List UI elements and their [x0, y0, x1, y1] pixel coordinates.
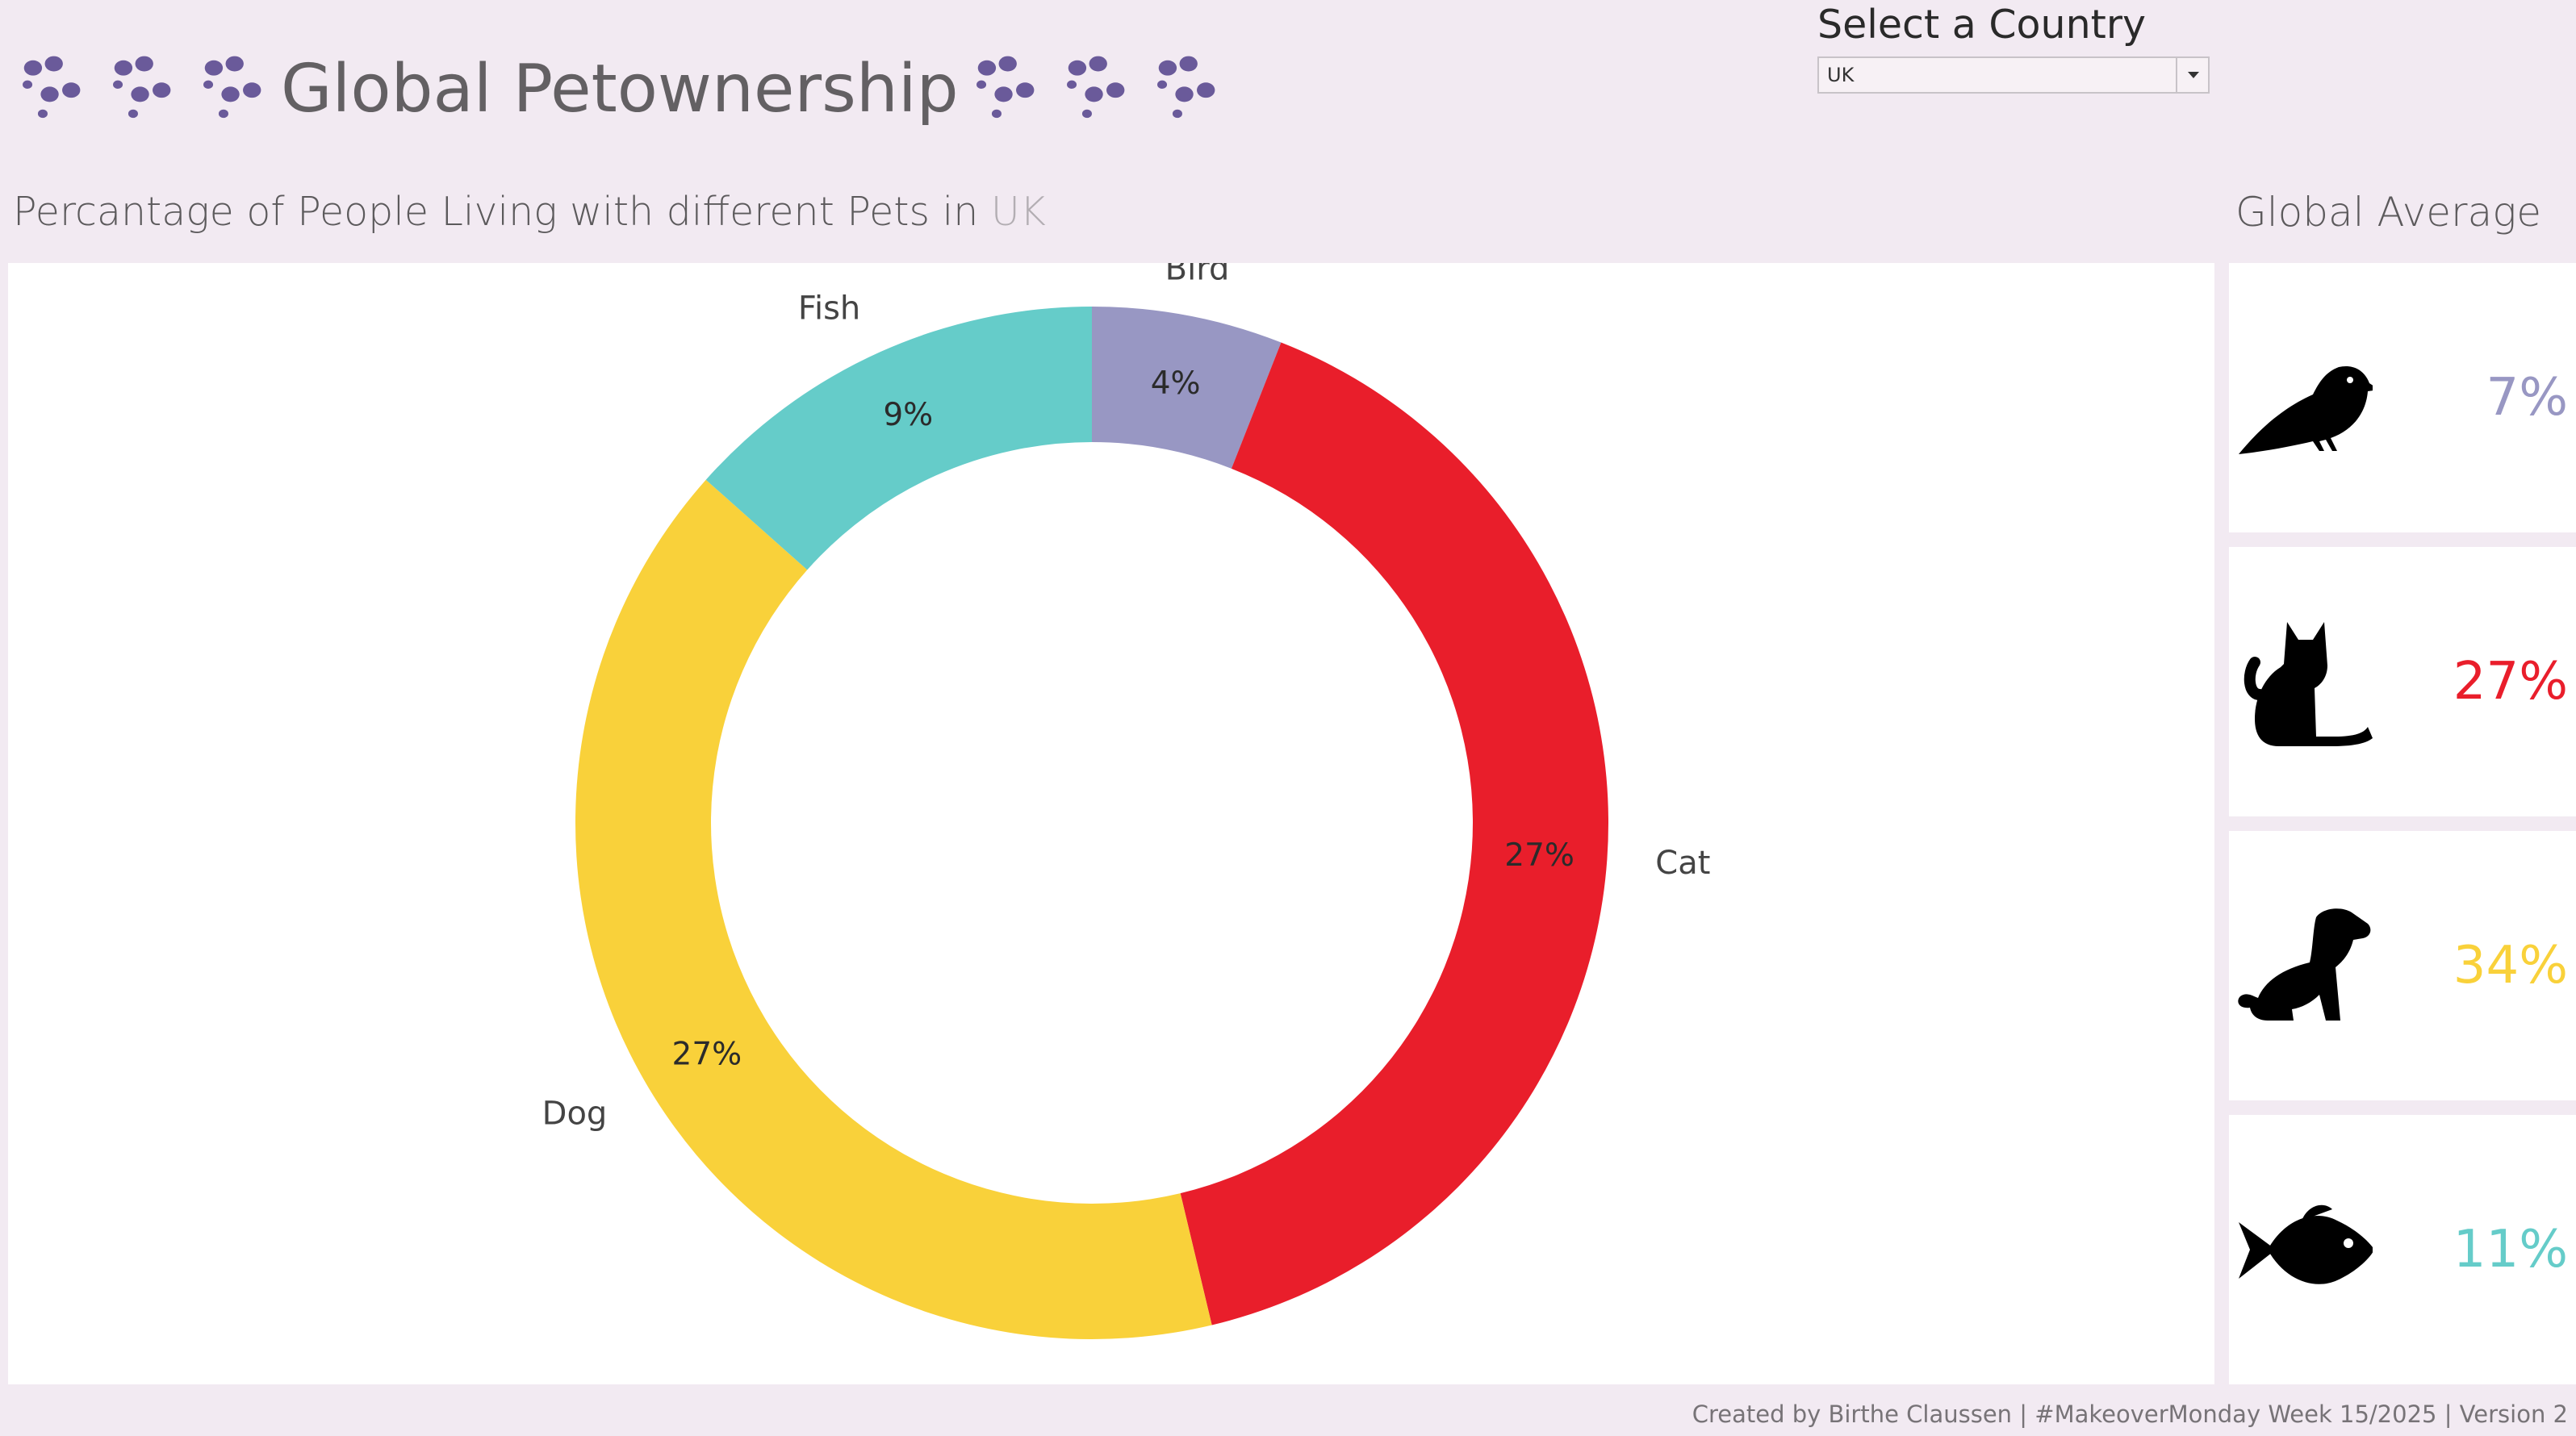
chart-title-text: Percantage of People Living with differe… — [13, 189, 979, 235]
global-average-value-cat: 27% — [2453, 652, 2568, 712]
donut-category-label-bird: Bird — [1165, 263, 1230, 287]
donut-chart-panel: 4% Bird 27% Cat 27% Dog 9% Fish — [8, 263, 2214, 1384]
global-average-card-fish: 11% — [2229, 1115, 2576, 1384]
footer-credit: Created by Birthe Claussen | #MakeoverMo… — [1692, 1401, 2568, 1428]
paw-group-right — [972, 54, 1222, 123]
cat-icon — [2244, 622, 2373, 746]
chart-title: Percantage of People Living with differe… — [13, 189, 1046, 235]
donut-category-label-dog: Dog — [542, 1095, 608, 1132]
global-average-value-fish: 11% — [2453, 1220, 2568, 1279]
donut-slice-dog[interactable] — [575, 479, 1212, 1339]
donut-slice-bird[interactable] — [1092, 307, 1282, 469]
donut-slice-cat[interactable] — [1180, 342, 1609, 1325]
dashboard-header: Global Petownership — [18, 32, 1222, 145]
global-average-value-bird: 7% — [2486, 368, 2568, 428]
donut-chart: 4% Bird 27% Cat 27% Dog 9% Fish — [542, 263, 1710, 1339]
paw-icon — [976, 56, 1035, 119]
paw-icon — [1066, 56, 1125, 119]
donut-slice-fish[interactable] — [705, 307, 1092, 570]
global-average-card-bird: 7% — [2229, 263, 2576, 532]
donut-value-label-fish: 9% — [883, 397, 933, 433]
donut-value-label-bird: 4% — [1151, 365, 1201, 402]
paw-group-left — [18, 54, 268, 123]
chevron-down-icon[interactable] — [2176, 58, 2208, 92]
paw-icon — [113, 56, 171, 119]
country-dropdown[interactable]: UK — [1817, 56, 2210, 94]
paw-icon — [1156, 56, 1215, 119]
donut-category-label-fish: Fish — [798, 290, 860, 327]
country-selector: Select a Country UK — [1817, 0, 2213, 94]
fish-icon — [2239, 1204, 2373, 1284]
country-dropdown-value: UK — [1827, 64, 1855, 86]
paw-icon — [23, 56, 81, 119]
paw-icon — [203, 56, 261, 119]
chart-title-country: UK — [990, 189, 1046, 235]
global-average-card-cat: 27% — [2229, 547, 2576, 816]
page-title: Global Petownership — [281, 50, 959, 127]
bird-icon — [2239, 366, 2373, 454]
dog-icon — [2238, 908, 2371, 1021]
donut-value-label-dog: 27% — [672, 1036, 742, 1072]
country-selector-label: Select a Country — [1817, 2, 2147, 48]
donut-value-label-cat: 27% — [1504, 837, 1574, 874]
global-average-value-dog: 34% — [2453, 936, 2568, 996]
donut-category-label-cat: Cat — [1655, 845, 1710, 882]
global-average-card-dog: 34% — [2229, 831, 2576, 1100]
global-average-title: Global Average — [2235, 189, 2541, 236]
